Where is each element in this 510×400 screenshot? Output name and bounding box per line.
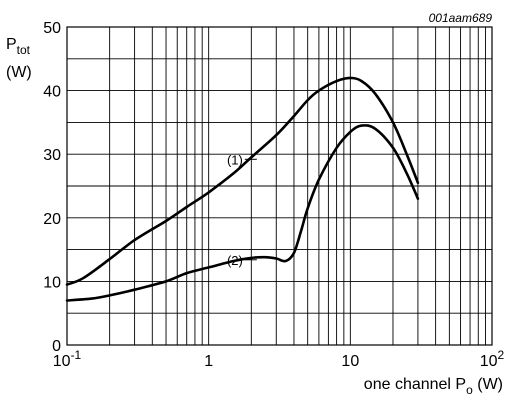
plot-frame — [66, 26, 493, 346]
y-tick-label: 10 — [43, 274, 61, 291]
x-axis-title: one channel Po (W) — [364, 376, 503, 397]
y-tick-label: 50 — [43, 20, 61, 37]
x-tick-label: 1 — [204, 353, 213, 370]
grid — [67, 27, 492, 345]
x-tick-label: 102 — [480, 348, 505, 370]
x-tick-label: 10 — [341, 353, 359, 370]
x-tick-label: 10-1 — [53, 348, 82, 370]
y-tick-label: 0 — [52, 338, 61, 355]
series-label-1: (1) — [227, 152, 243, 167]
y-tick-label: 20 — [43, 211, 61, 228]
x-tick-labels: 10-1 1 10 102 — [53, 348, 505, 370]
series-line-2 — [65, 124, 420, 302]
series-label-2: (2) — [227, 253, 243, 268]
chart-reference-label: 001aam689 — [429, 11, 493, 25]
y-tick-label: 40 — [43, 84, 61, 101]
y-tick-labels: 0 10 20 30 40 50 — [43, 20, 61, 355]
y-tick-label: 30 — [43, 147, 61, 164]
series-layer: (1) (2) — [65, 76, 420, 302]
y-axis-unit: (W) — [6, 64, 32, 81]
series-line-1 — [65, 76, 420, 286]
y-axis-title: Ptot — [6, 36, 31, 57]
